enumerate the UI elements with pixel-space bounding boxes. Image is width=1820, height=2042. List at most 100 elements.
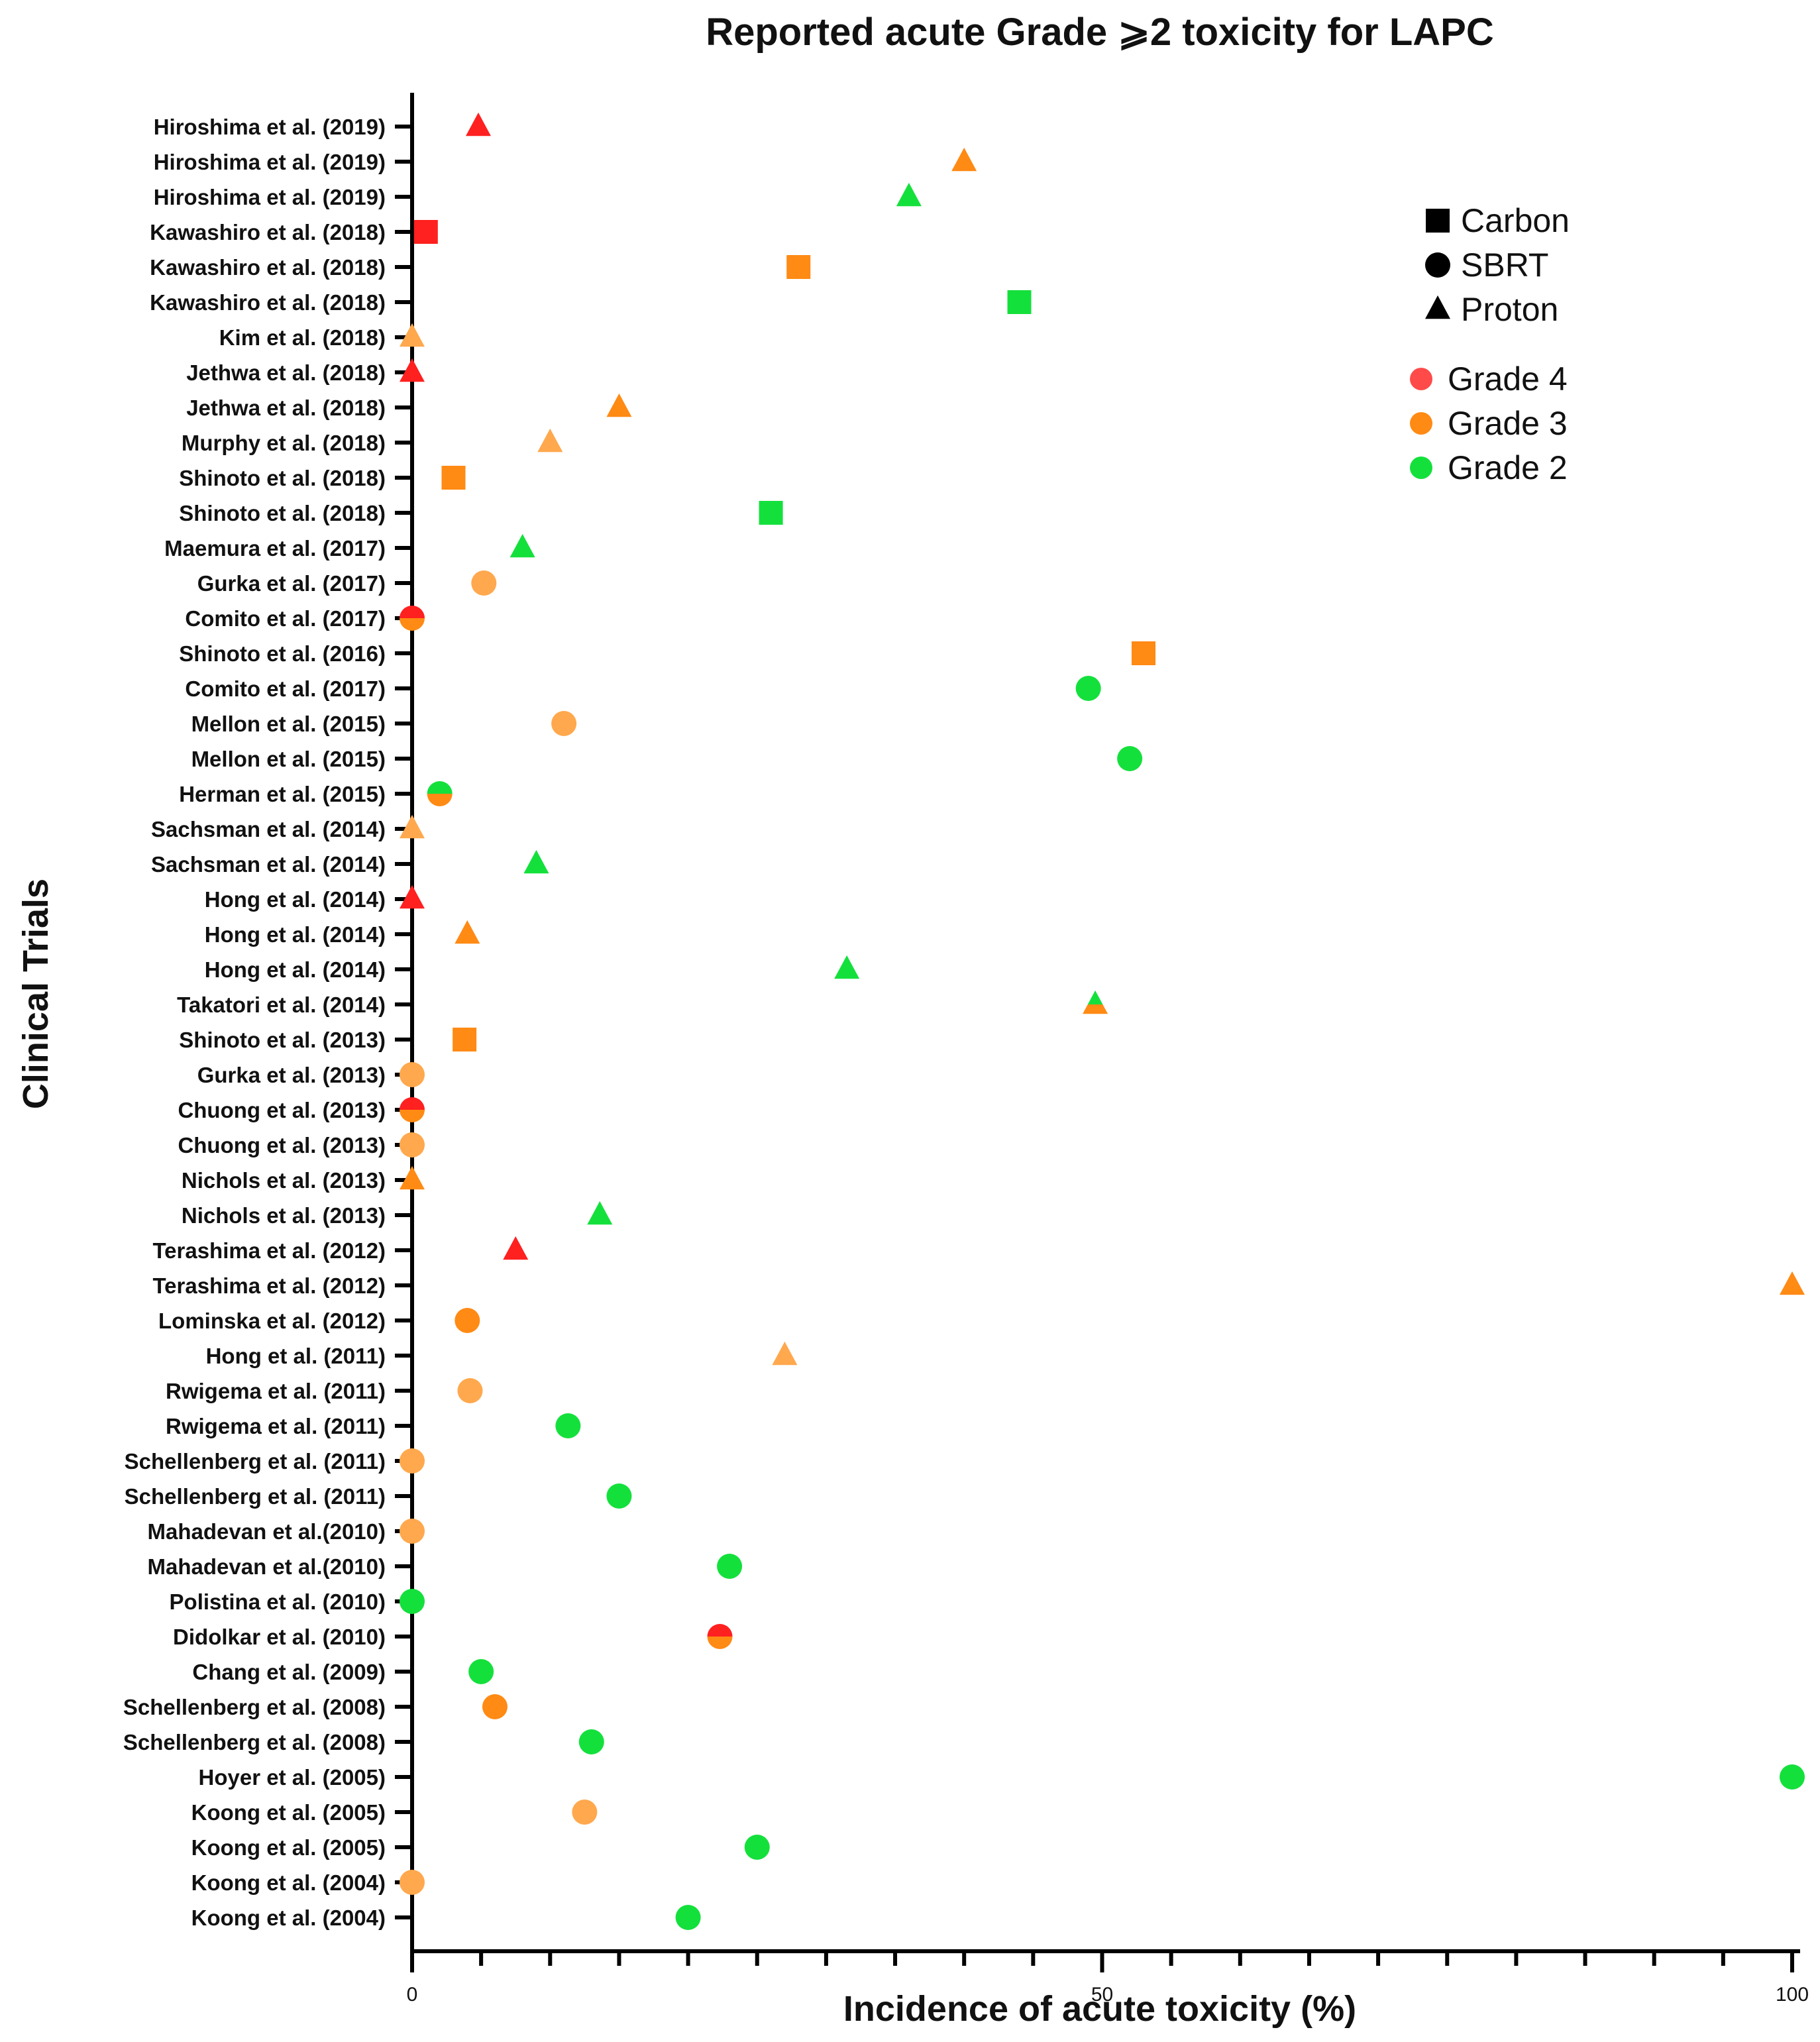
point-circle-grade2 bbox=[1117, 746, 1143, 771]
category-label: Jethwa et al. (2018) bbox=[186, 360, 386, 385]
category-label: Sachsman et al. (2014) bbox=[151, 852, 386, 877]
category-label: Schellenberg et al. (2011) bbox=[125, 1449, 386, 1474]
point-circle-grade3 bbox=[471, 570, 497, 596]
point-circle-grade2 bbox=[717, 1554, 743, 1579]
category-label: Jethwa et al. (2018) bbox=[186, 396, 386, 420]
point-circle-grade3 bbox=[482, 1694, 508, 1719]
category-label: Hong et al. (2014) bbox=[205, 922, 386, 947]
point-circle-grade4 bbox=[707, 1624, 733, 1637]
x-tick-label: 50 bbox=[1091, 1984, 1113, 2006]
category-label: Mahadevan et al.(2010) bbox=[148, 1519, 386, 1544]
category-label: Kawashiro et al. (2018) bbox=[150, 290, 386, 315]
point-triangle-grade3 bbox=[606, 393, 632, 417]
legend: Carbon SBRT Proton Grade 4 Grade 3 Grade 2 bbox=[1410, 202, 1570, 486]
category-label: Shinoto et al. (2013) bbox=[179, 1028, 386, 1052]
point-triangle-grade4 bbox=[503, 1236, 529, 1260]
point-circle-grade4-half bbox=[400, 1110, 425, 1122]
point-triangle-grade2 bbox=[896, 182, 922, 207]
point-circle-grade3 bbox=[400, 1519, 425, 1544]
point-triangle-grade3 bbox=[400, 1165, 425, 1190]
point-square-grade3 bbox=[453, 1028, 477, 1051]
point-triangle-grade3 bbox=[951, 147, 977, 172]
point-triangle-grade2 bbox=[509, 533, 535, 558]
point-square-grade2 bbox=[1007, 290, 1032, 314]
category-label: Koong et al. (2005) bbox=[191, 1800, 386, 1825]
point-circle-grade2 bbox=[468, 1659, 494, 1684]
point-circle-grade3 bbox=[455, 1308, 480, 1333]
point-triangle-grade4 bbox=[465, 112, 491, 136]
legend-grade-swatch bbox=[1410, 368, 1432, 390]
category-label: Mahadevan et al.(2010) bbox=[148, 1554, 386, 1579]
legend-grade-label: Grade 4 bbox=[1448, 360, 1568, 398]
legend-sbrt-label: SBRT bbox=[1461, 246, 1548, 284]
legend-carbon-label: Carbon bbox=[1461, 202, 1570, 239]
category-label: Schellenberg et al. (2008) bbox=[123, 1695, 386, 1719]
point-circle-grade3 bbox=[400, 1062, 425, 1087]
category-label: Koong et al. (2005) bbox=[191, 1835, 386, 1860]
category-label: Rwigema et al. (2011) bbox=[166, 1414, 386, 1438]
point-triangle-grade2 bbox=[834, 955, 860, 979]
category-label: Lominska et al. (2012) bbox=[158, 1309, 386, 1333]
category-label: Sachsman et al. (2014) bbox=[151, 817, 386, 841]
axes bbox=[410, 93, 1800, 1953]
category-label: Nichols et al. (2013) bbox=[182, 1168, 386, 1193]
category-label: Terashima et al. (2012) bbox=[152, 1238, 386, 1263]
category-label: Comito et al. (2017) bbox=[185, 676, 386, 701]
category-label: Hong et al. (2014) bbox=[205, 887, 386, 912]
point-circle-grade2-half bbox=[427, 794, 453, 806]
point-circle-grade3 bbox=[400, 1870, 425, 1895]
category-label: Hong et al. (2014) bbox=[205, 957, 386, 982]
point-circle-grade3 bbox=[551, 711, 577, 736]
category-label: Kim et al. (2018) bbox=[219, 325, 386, 350]
point-triangle-grade3 bbox=[400, 323, 425, 347]
category-label: Nichols et al. (2013) bbox=[182, 1203, 386, 1228]
point-circle-grade4-half bbox=[400, 618, 425, 631]
point-triangle-grade4 bbox=[400, 358, 425, 382]
point-triangle-grade3 bbox=[455, 920, 480, 944]
point-circle-grade3 bbox=[572, 1800, 598, 1825]
category-label: Mellon et al. (2015) bbox=[191, 712, 386, 736]
category-label: Shinoto et al. (2018) bbox=[179, 466, 386, 490]
point-circle-grade2 bbox=[1780, 1764, 1805, 1790]
category-label: Chuong et al. (2013) bbox=[178, 1133, 386, 1157]
category-label: Hiroshima et al. (2019) bbox=[154, 115, 386, 139]
legend-grade-label: Grade 2 bbox=[1448, 449, 1568, 486]
point-square-grade2 bbox=[759, 501, 783, 525]
legend-carbon-marker bbox=[1426, 209, 1450, 233]
point-square-grade3 bbox=[441, 466, 466, 490]
category-label: Maemura et al. (2017) bbox=[164, 536, 386, 561]
category-label: Kawashiro et al. (2018) bbox=[150, 255, 386, 280]
legend-grade-swatch bbox=[1410, 457, 1432, 479]
point-square-grade4 bbox=[413, 220, 438, 244]
point-circle-grade3 bbox=[457, 1378, 483, 1403]
category-label: Schellenberg et al. (2011) bbox=[125, 1484, 386, 1509]
category-label: Hoyer et al. (2005) bbox=[199, 1765, 386, 1790]
legend-proton-marker bbox=[1425, 295, 1450, 319]
category-label: Comito et al. (2017) bbox=[185, 606, 386, 631]
category-label: Chang et al. (2009) bbox=[192, 1660, 386, 1684]
point-circle-grade4 bbox=[400, 1097, 425, 1110]
category-labels: Hiroshima et al. (2019) Hiroshima et al. … bbox=[123, 115, 412, 1930]
point-triangle-grade2 bbox=[1087, 990, 1103, 1004]
category-label: Murphy et al. (2018) bbox=[182, 431, 386, 455]
point-circle-grade2 bbox=[555, 1413, 581, 1438]
category-label: Hiroshima et al. (2019) bbox=[154, 150, 386, 174]
category-label: Takatori et al. (2014) bbox=[177, 993, 386, 1017]
category-label: Polistina et al. (2010) bbox=[170, 1589, 386, 1614]
category-label: Shinoto et al. (2016) bbox=[179, 641, 386, 666]
legend-sbrt-marker bbox=[1425, 252, 1450, 278]
category-label: Didolkar et al. (2010) bbox=[173, 1625, 386, 1649]
point-square-grade3 bbox=[1131, 641, 1155, 665]
category-label: Hong et al. (2011) bbox=[206, 1344, 386, 1368]
point-circle-grade4-half bbox=[707, 1637, 733, 1649]
x-axis-ticks: 0 50 100 bbox=[407, 1951, 1809, 2006]
point-triangle-grade2-half bbox=[1083, 1004, 1108, 1014]
data-points bbox=[400, 112, 1805, 1930]
point-circle-grade3 bbox=[400, 1448, 425, 1474]
y-axis-title: Clinical Trials bbox=[16, 879, 56, 1109]
point-circle-grade2 bbox=[606, 1483, 632, 1509]
point-triangle-grade3 bbox=[772, 1341, 798, 1366]
category-label: Koong et al. (2004) bbox=[191, 1870, 386, 1895]
legend-proton-label: Proton bbox=[1461, 291, 1558, 328]
